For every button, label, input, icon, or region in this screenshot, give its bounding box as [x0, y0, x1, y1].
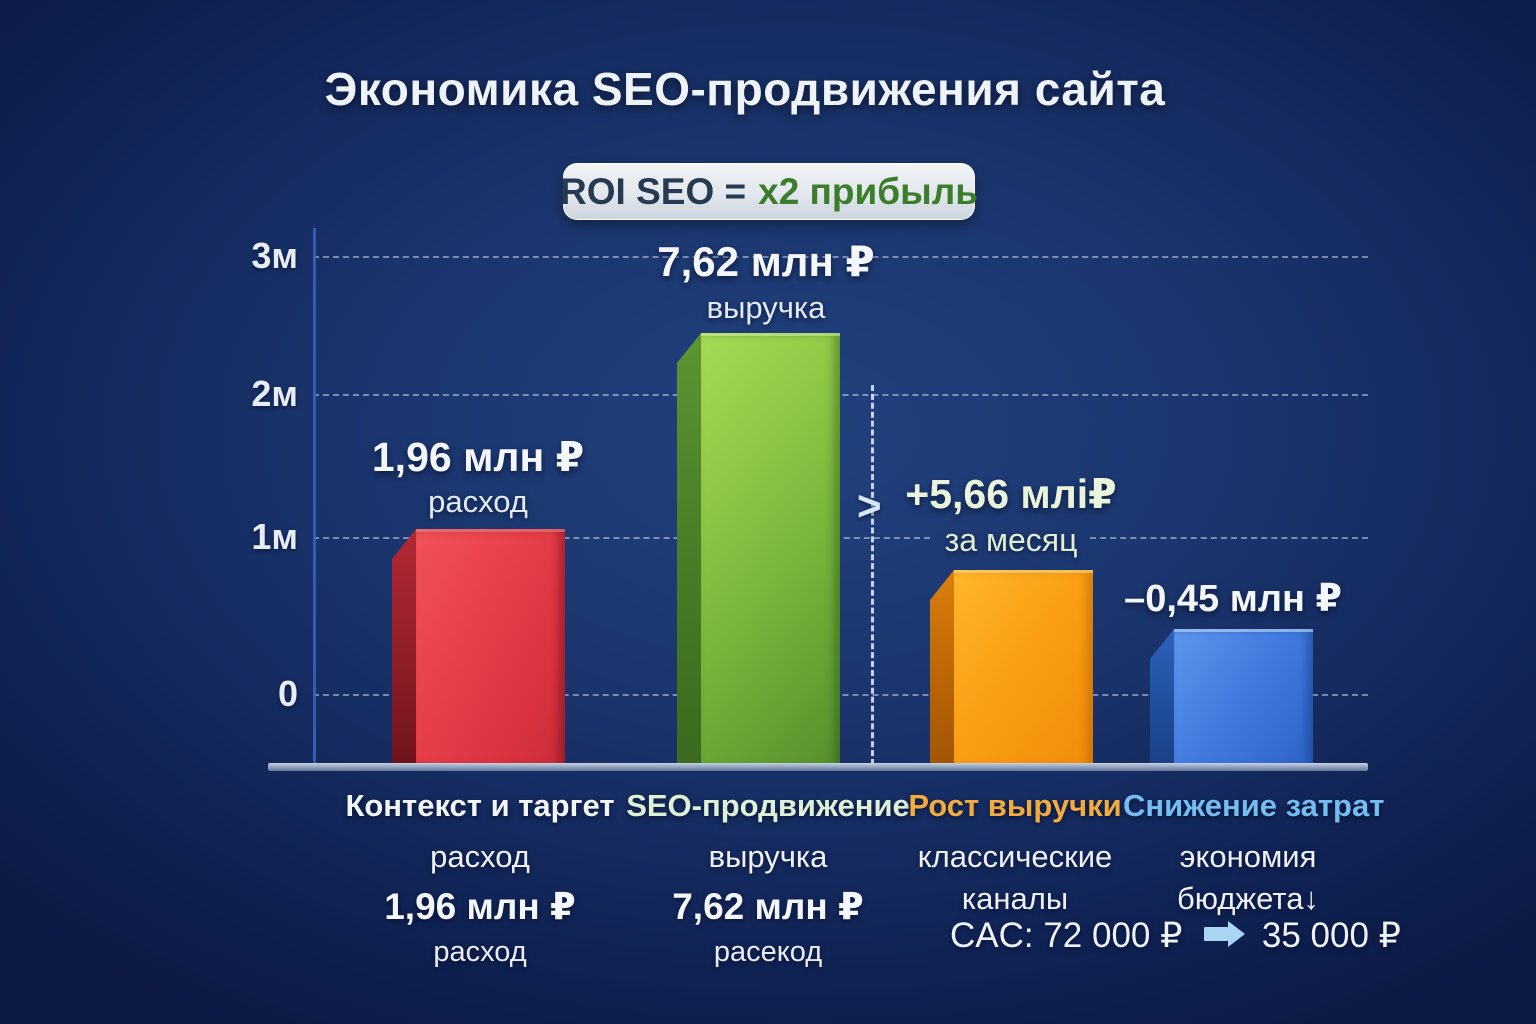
value-monthly-gain: +5,66 млі₽: [905, 471, 1117, 517]
roi-badge-multiplier: x2 прибыль: [758, 170, 978, 212]
footer-context-value: 1,96 млн ₽: [384, 886, 576, 927]
gridline-2m: [313, 394, 1368, 396]
footer-column-cost-savings: Снижение затрат экономия бюджета↓: [1123, 788, 1385, 917]
footer-seo-line2: выручка: [708, 839, 828, 874]
bar-seo-side-face: [677, 333, 701, 768]
footer-savings-title: Снижение затрат: [1123, 788, 1385, 823]
value-monthly-gain-caption: за месяц: [944, 522, 1078, 558]
bar-context-target: [392, 529, 565, 768]
bar-cost-savings-side-face: [1150, 629, 1174, 768]
bar-context-target-front-face: [416, 529, 565, 768]
gridline-1m-left: [313, 537, 930, 539]
y-tick-3m: 3м: [251, 235, 298, 276]
footer-seo-line4: расекод: [713, 936, 823, 968]
y-axis-line: [313, 228, 316, 768]
bar-seo-front-face: [701, 333, 840, 768]
bar-seo: [677, 333, 840, 768]
y-tick-2m: 2м: [251, 373, 298, 414]
value-context-caption: расход: [428, 484, 528, 519]
footer-growth-title: Рост выручки: [908, 788, 1122, 823]
bar-cost-savings: [1150, 629, 1313, 768]
y-tick-0: 0: [277, 673, 298, 714]
x-axis-baseline: [268, 763, 1368, 771]
footer-seo-value: 7,62 млн ₽: [672, 886, 864, 927]
value-label-context: 1,96 млн ₽ расход: [318, 433, 638, 520]
cac-before: CAC: 72 000 ₽: [950, 916, 1183, 955]
roi-badge-label: ROI SEO =: [560, 170, 747, 212]
value-label-seo: 7,62 млн ₽ выручка: [606, 237, 926, 326]
cac-after: 35 000 ₽: [1261, 916, 1401, 955]
cac-footnote: CAC: 72 000 ₽ 35 000 ₽: [950, 916, 1401, 956]
bar-revenue-growth-side-face: [930, 570, 954, 768]
gridline-3m: [313, 256, 1368, 258]
footer-growth-line2: классические: [917, 839, 1113, 874]
page-title: Экономика SEO-продвижения сайта: [324, 63, 1166, 115]
value-label-monthly-gain: +5,66 млі₽ за месяц: [850, 470, 1172, 559]
footer-growth-line3: каналы: [961, 881, 1069, 916]
footer-context-title: Контекст и таргет: [345, 788, 615, 823]
dashed-separator-line: [871, 385, 874, 765]
bar-revenue-growth: [930, 570, 1093, 768]
value-label-savings: –0,45 млн ₽: [1072, 576, 1394, 621]
bar-revenue-growth-front-face: [954, 570, 1093, 768]
y-tick-1m: 1м: [251, 516, 298, 557]
footer-savings-line3: бюджета↓: [1177, 881, 1319, 916]
footer-column-revenue-growth: Рост выручки классические каналы: [905, 788, 1125, 917]
value-seo: 7,62 млн ₽: [657, 238, 875, 285]
footer-seo-title: SEO-продвижение: [626, 788, 910, 823]
value-context: 1,96 млн ₽: [371, 434, 585, 480]
footer-savings-line2: экономия: [1179, 839, 1317, 874]
chevron-right-icon: >: [857, 482, 882, 529]
roi-badge: ROI SEO = x2 прибыль: [560, 163, 978, 220]
value-seo-caption: выручка: [706, 290, 826, 325]
value-savings: –0,45 млн ₽: [1124, 578, 1342, 620]
footer-context-line2: расход: [430, 839, 530, 874]
bar-context-target-side-face: [392, 529, 416, 768]
footer-column-seo: SEO-продвижение выручка 7,62 млн ₽ расек…: [613, 788, 923, 969]
footer-column-context: Контекст и таргет расход 1,96 млн ₽ расх…: [330, 788, 630, 969]
gridline-0: [313, 694, 1368, 696]
right-arrow-icon: [1204, 926, 1229, 941]
footer-context-line4: расход: [433, 936, 527, 968]
gridline-1m-right: [1090, 537, 1368, 539]
bar-cost-savings-front-face: [1174, 629, 1313, 768]
